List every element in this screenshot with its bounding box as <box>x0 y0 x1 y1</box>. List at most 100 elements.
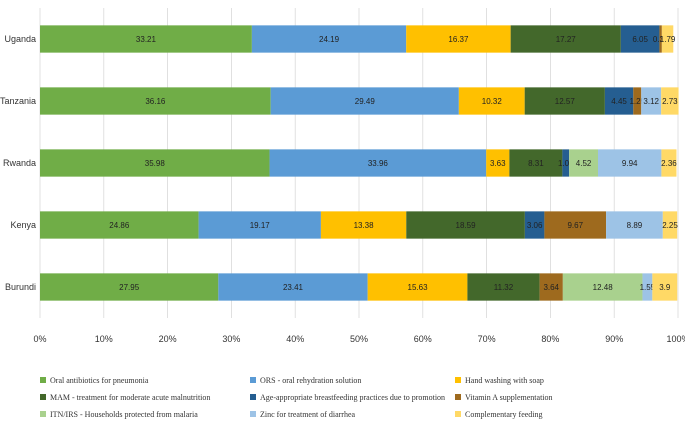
bar-segment <box>562 273 643 301</box>
bar-segment <box>562 149 570 177</box>
legend-item: Zinc for treatment of diarrhea <box>250 410 356 419</box>
data-label: 2.25 <box>662 221 678 230</box>
data-label: 27.95 <box>119 283 140 292</box>
legend-label: Vitamin A supplementation <box>465 393 553 402</box>
tick-label: 0% <box>33 334 46 344</box>
data-label: 1.25 <box>629 97 645 106</box>
legend-swatch <box>250 411 256 417</box>
data-label: 35.98 <box>145 159 166 168</box>
legend-swatch <box>455 394 461 400</box>
data-label: 6.05 <box>632 35 648 44</box>
data-label: 3.63 <box>490 159 506 168</box>
bar-segment <box>544 211 607 239</box>
tick-label: 10% <box>95 334 113 344</box>
data-label: 4.45 <box>611 97 627 106</box>
bar-row-burundi: 27.95 23.41 15.63 11.32 3.64 12.48 1.55 3.9 <box>40 273 678 301</box>
data-label: 33.21 <box>136 35 157 44</box>
legend-label: Complementary feeding <box>465 410 543 419</box>
x-axis-ticks: 0% 10% 20% 30% 40% 50% 60% 70% 80% 90% 100% <box>33 334 685 344</box>
legend-swatch <box>455 411 461 417</box>
bar-segment <box>539 273 563 301</box>
bar-row-uganda: 33.21 24.19 16.37 17.27 6.05 0.381.79 <box>40 25 676 53</box>
legend-item: Vitamin A supplementation <box>455 393 553 402</box>
data-label: 1.79 <box>660 35 676 44</box>
bar-segment <box>40 211 199 239</box>
legend-label: ITN/IRS - Households protected from mala… <box>50 410 198 419</box>
legend-label: Oral antibiotics for pneumonia <box>50 376 149 385</box>
bar-segment <box>467 273 540 301</box>
bar-segment <box>406 25 511 53</box>
data-label: 12.57 <box>555 97 576 106</box>
bar-segment <box>524 211 545 239</box>
legend-swatch <box>40 377 46 383</box>
bar-segment <box>606 211 663 239</box>
data-label: 23.41 <box>283 283 304 292</box>
bar-segment <box>251 25 407 53</box>
bar-segment <box>569 149 598 177</box>
legend-item: ORS - oral rehydration solution <box>250 376 361 385</box>
bar-segment <box>40 273 219 301</box>
legend-swatch <box>455 377 461 383</box>
data-label: 17.27 <box>556 35 577 44</box>
bar-row-tanzania: 36.16 29.49 10.32 12.57 4.45 1.253.12 2.73 <box>40 87 679 115</box>
category-label: Uganda <box>4 34 36 44</box>
data-label: 3.12 <box>643 97 659 106</box>
tick-label: 30% <box>222 334 240 344</box>
legend: Oral antibiotics for pneumonia ORS - oral… <box>40 376 553 419</box>
legend-item: ITN/IRS - Households protected from mala… <box>40 410 198 419</box>
bar-segment <box>509 149 563 177</box>
data-label: 3.9 <box>659 283 671 292</box>
category-label: Tanzania <box>0 96 36 106</box>
tick-label: 100% <box>666 334 685 344</box>
bar-segment <box>661 87 679 115</box>
legend-item: Oral antibiotics for pneumonia <box>40 376 149 385</box>
bar-segment <box>641 87 662 115</box>
bar-segment <box>367 273 468 301</box>
data-label: 8.89 <box>627 221 643 230</box>
category-label: Kenya <box>10 220 36 230</box>
data-label: 16.37 <box>448 35 469 44</box>
bar-segment <box>661 25 674 53</box>
bar-segment <box>620 25 660 53</box>
legend-swatch <box>40 411 46 417</box>
bar-segment <box>320 211 407 239</box>
data-label: 2.36 <box>661 159 677 168</box>
legend-item: MAM - treatment for moderate acute malnu… <box>40 393 210 402</box>
data-label: 3.06 <box>527 221 543 230</box>
bar-segment <box>458 87 525 115</box>
legend-swatch <box>250 377 256 383</box>
legend-label: ORS - oral rehydration solution <box>260 376 361 385</box>
data-label: 36.16 <box>145 97 166 106</box>
tick-label: 50% <box>350 334 368 344</box>
tick-label: 90% <box>605 334 623 344</box>
bar-segment <box>524 87 605 115</box>
bar-segment <box>642 273 653 301</box>
bar-segment <box>218 273 368 301</box>
legend-label: Hand washing with soap <box>465 376 544 385</box>
category-label: Burundi <box>5 282 36 292</box>
bar-segment <box>659 25 662 53</box>
bar-segment <box>40 25 252 53</box>
legend-label: Age-appropriate breastfeeding practices … <box>260 393 445 402</box>
data-label: 12.48 <box>593 283 614 292</box>
bar-segment <box>406 211 525 239</box>
bar-segment <box>269 149 487 177</box>
tick-label: 80% <box>541 334 559 344</box>
data-label: 1.55 <box>640 283 656 292</box>
data-label: 24.86 <box>109 221 130 230</box>
bar-segment <box>510 25 621 53</box>
data-label: 19.17 <box>250 221 271 230</box>
data-label: 18.59 <box>456 221 477 230</box>
data-label: 3.64 <box>543 283 559 292</box>
data-label: 13.38 <box>354 221 375 230</box>
category-labels: Uganda Tanzania Rwanda Kenya Burundi <box>0 34 36 292</box>
data-label: 15.63 <box>408 283 429 292</box>
data-label: 10.32 <box>482 97 503 106</box>
bar-segment <box>40 87 271 115</box>
bars: 33.21 24.19 16.37 17.27 6.05 0.381.79 36.16 29.… <box>40 25 679 301</box>
data-label: 29.49 <box>355 97 376 106</box>
category-label: Rwanda <box>3 158 36 168</box>
tick-label: 40% <box>286 334 304 344</box>
bar-segment <box>661 149 677 177</box>
